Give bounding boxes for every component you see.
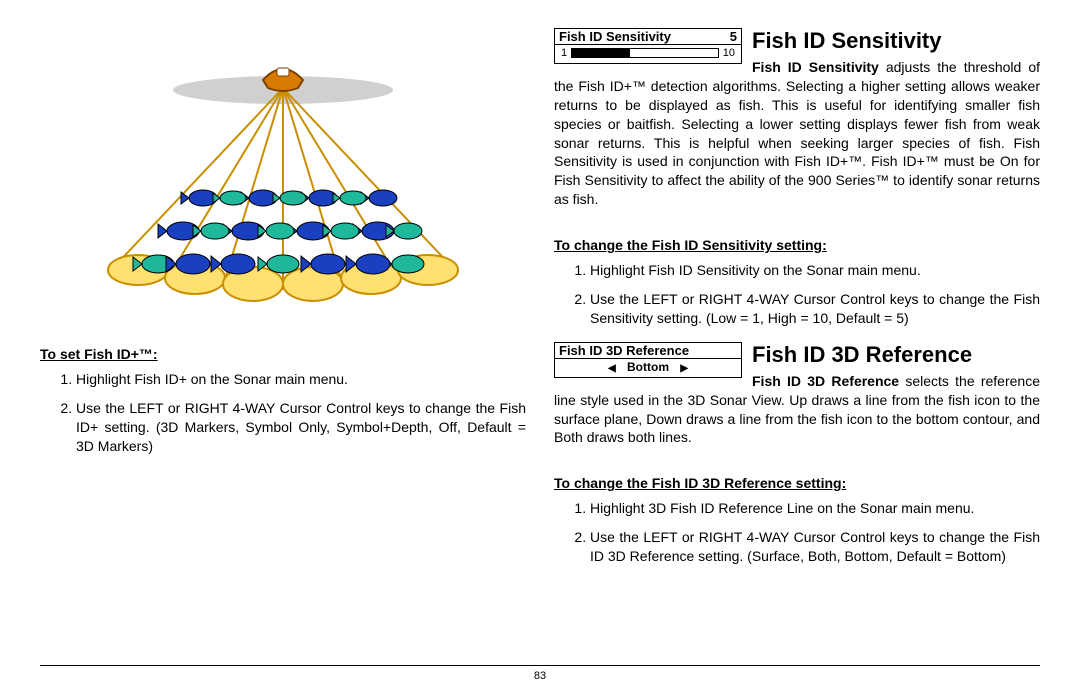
change-3dref-steps: Highlight 3D Fish ID Reference Line on t… [554,499,1040,566]
left-column: To set Fish ID+™: Highlight Fish ID+ on … [40,28,526,648]
list-item: Use the LEFT or RIGHT 4-WAY Cursor Contr… [76,399,526,456]
footer-rule [40,665,1040,666]
sensitivity-indicator: Fish ID Sensitivity 5 1 10 [554,28,742,64]
body-span: adjusts the threshold of the Fish ID+™ d… [554,59,1040,207]
change-sensitivity-steps: Highlight Fish ID Sensitivity on the Son… [554,261,1040,328]
indicator-title-text: Fish ID 3D Reference [559,343,689,358]
selector-row[interactable]: ◀ Bottom ▶ [555,359,741,377]
list-item: Highlight 3D Fish ID Reference Line on t… [590,499,1040,518]
lead-bold: Fish ID Sensitivity [752,59,879,75]
page-columns: To set Fish ID+™: Highlight Fish ID+ on … [40,28,1040,648]
change-3dref-heading: To change the Fish ID 3D Reference setti… [554,475,1040,491]
slider-max: 10 [723,47,735,59]
set-fishid-steps: Highlight Fish ID+ on the Sonar main men… [40,370,526,456]
change-sensitivity-heading: To change the Fish ID Sensitivity settin… [554,237,1040,253]
section-body: Fish ID Sensitivity adjusts the threshol… [554,58,1040,209]
indicator-value: 5 [730,29,737,44]
sonar-illustration [40,28,526,328]
indicator-title-text: Fish ID Sensitivity [559,29,671,44]
lead-bold: Fish ID 3D Reference [752,373,899,389]
slider-row: 1 10 [555,45,741,63]
indicator-header: Fish ID 3D Reference [555,343,741,359]
sonar-diagram-svg [73,38,493,318]
page-number: 83 [0,670,1080,682]
right-arrow-icon[interactable]: ▶ [672,363,696,374]
left-arrow-icon[interactable]: ◀ [600,363,624,374]
slider-track[interactable] [571,48,719,58]
fish-id-3d-ref-section: Fish ID 3D Reference ◀ Bottom ▶ Fish ID … [554,342,1040,458]
reference-indicator: Fish ID 3D Reference ◀ Bottom ▶ [554,342,742,378]
slider-min: 1 [561,47,567,59]
indicator-header: Fish ID Sensitivity 5 [555,29,741,45]
right-column: Fish ID Sensitivity 5 1 10 Fish ID Sensi… [554,28,1040,648]
list-item: Highlight Fish ID+ on the Sonar main men… [76,370,526,389]
list-item: Highlight Fish ID Sensitivity on the Son… [590,261,1040,280]
set-fishid-heading: To set Fish ID+™: [40,346,526,362]
selector-value: Bottom [627,360,669,374]
list-item: Use the LEFT or RIGHT 4-WAY Cursor Contr… [590,290,1040,328]
section-body: Fish ID 3D Reference selects the referen… [554,372,1040,448]
slider-fill [572,49,630,57]
list-item: Use the LEFT or RIGHT 4-WAY Cursor Contr… [590,528,1040,566]
fish-id-sensitivity-section: Fish ID Sensitivity 5 1 10 Fish ID Sensi… [554,28,1040,219]
